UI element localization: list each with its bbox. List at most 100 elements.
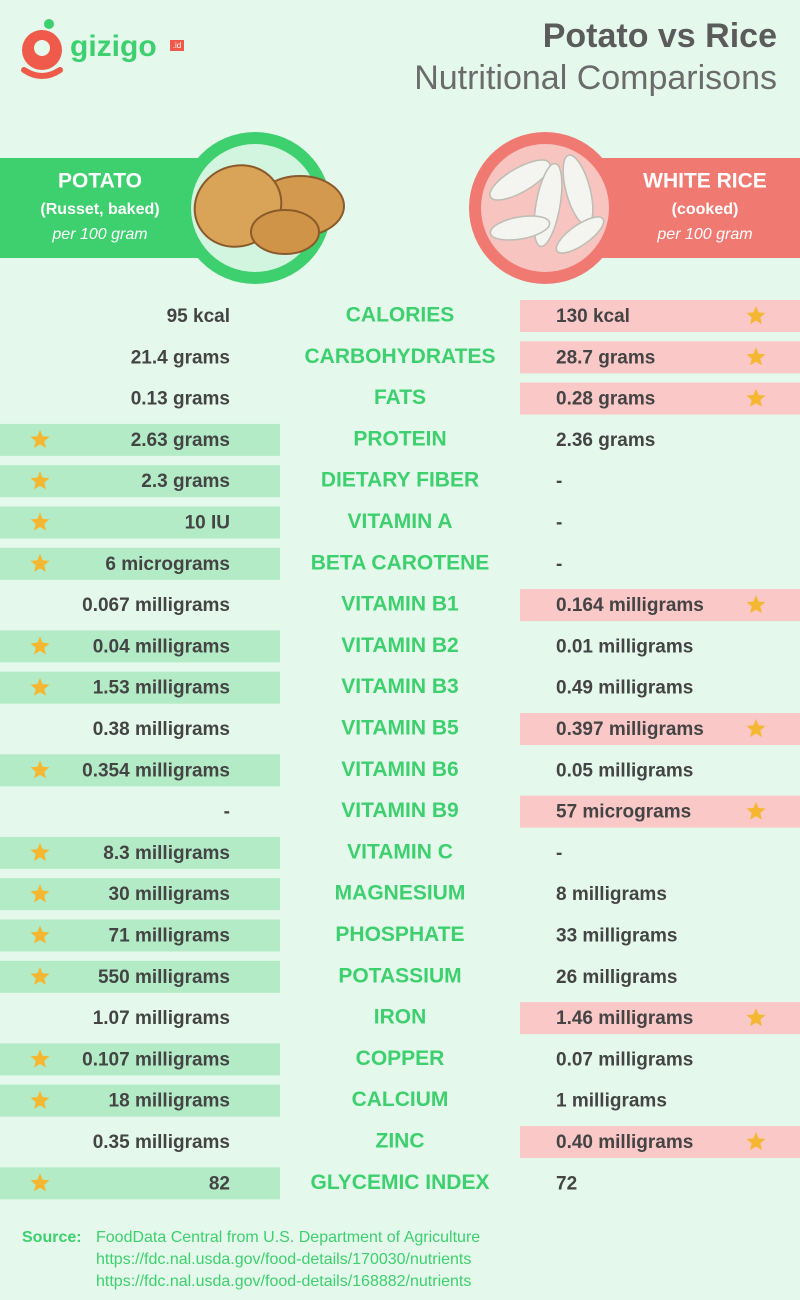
star (746, 719, 766, 738)
star (30, 512, 50, 531)
rice-value: 28.7 grams (556, 347, 655, 368)
nutrient: MAGNESIUM (335, 882, 466, 905)
rice-value: 1 milligrams (556, 1091, 667, 1112)
potato-highlight (0, 878, 280, 911)
nutrient: DIETARY FIBER (321, 469, 479, 492)
potato-value: 0.067 milligrams (82, 595, 230, 616)
potato-highlight (0, 547, 280, 580)
rice-value: 8 milligrams (556, 884, 667, 905)
nutrient: CALORIES (346, 304, 455, 327)
nutrient: POTASSIUM (338, 964, 461, 987)
star (746, 1132, 766, 1151)
potato-value: 18 milligrams (109, 1091, 230, 1112)
star (30, 884, 50, 903)
potato-value: 0.107 milligrams (82, 1049, 230, 1070)
source-line: https://fdc.nal.usda.gov/food-details/17… (96, 1251, 471, 1268)
rice-value: 0.01 milligrams (556, 636, 693, 657)
star (30, 1049, 50, 1068)
nutrient: IRON (374, 1006, 427, 1029)
rice-value: 130 kcal (556, 306, 630, 327)
potato-value: 2.3 grams (141, 471, 230, 492)
potato-highlight (0, 1167, 280, 1200)
brand-suffix: .id (173, 41, 181, 50)
potato-value: 0.38 milligrams (93, 719, 230, 740)
rice-value: 57 micrograms (556, 802, 691, 823)
rice-detail: (cooked) (672, 201, 739, 218)
nutrient: FATS (374, 386, 426, 409)
potato-highlight (0, 423, 280, 456)
star (30, 1090, 50, 1109)
rice-value: 72 (556, 1173, 577, 1194)
star (30, 1173, 50, 1192)
nutrient: COPPER (356, 1047, 445, 1070)
potato-value: 82 (209, 1173, 230, 1194)
rice-value: 33 milligrams (556, 926, 677, 947)
potato-value: 21.4 grams (131, 347, 230, 368)
rice-value: 0.397 milligrams (556, 719, 704, 740)
nutrient: ZINC (376, 1130, 425, 1153)
star (30, 966, 50, 985)
potato-value: 1.53 milligrams (93, 678, 230, 699)
potato-value: - (224, 802, 230, 823)
star (30, 429, 50, 448)
rice-value: 0.49 milligrams (556, 678, 693, 699)
star (30, 553, 50, 572)
brand-badge (170, 40, 184, 51)
potato-illustration (193, 164, 345, 255)
potato-highlight (0, 960, 280, 993)
rice-value: 0.28 grams (556, 389, 655, 410)
potato-value: 71 milligrams (109, 926, 230, 947)
subtitle: Nutritional Comparisons (414, 59, 777, 97)
nutrient: BETA CAROTENE (311, 551, 490, 574)
potato-highlight (0, 630, 280, 663)
star (746, 388, 766, 407)
potato-highlight (0, 671, 280, 704)
potato-highlight (0, 465, 280, 498)
potato-highlight (0, 919, 280, 952)
rice-value: 0.164 milligrams (556, 595, 704, 616)
potato-value: 2.63 grams (131, 430, 230, 451)
potato-unit: per 100 gram (51, 226, 147, 243)
nutrient: VITAMIN B9 (341, 799, 458, 822)
potato-value: 0.04 milligrams (93, 636, 230, 657)
nutrient: VITAMIN B2 (341, 634, 458, 657)
potato-value: 8.3 milligrams (103, 843, 230, 864)
rice-value: 1.46 milligrams (556, 1008, 693, 1029)
source-line: https://fdc.nal.usda.gov/food-details/16… (96, 1273, 471, 1290)
source-line: FoodData Central from U.S. Department of… (96, 1229, 480, 1246)
nutrient: PROTEIN (353, 427, 446, 450)
rice-value: 0.05 milligrams (556, 760, 693, 781)
potato-detail: (Russet, baked) (40, 201, 159, 218)
nutrient: GLYCEMIC INDEX (311, 1171, 490, 1194)
nutrient: VITAMIN C (347, 840, 453, 863)
nutrient: CARBOHYDRATES (305, 345, 496, 368)
potato-value: 0.35 milligrams (93, 1132, 230, 1153)
nutrient: VITAMIN B3 (341, 675, 458, 698)
title: Potato vs Rice (543, 17, 777, 55)
potato-highlight (0, 506, 280, 539)
nutrient: VITAMIN A (348, 510, 453, 533)
potato-highlight (0, 1084, 280, 1117)
star (30, 760, 50, 779)
potato-value: 0.354 milligrams (82, 760, 230, 781)
rice-value: - (556, 554, 562, 575)
potato-highlight (0, 836, 280, 869)
rice-value: - (556, 471, 562, 492)
nutrient: VITAMIN B6 (341, 758, 458, 781)
potato-highlight (0, 754, 280, 787)
rice-illustration (489, 154, 605, 254)
nutrient: CALCIUM (352, 1088, 449, 1111)
potato-highlight (0, 1043, 280, 1076)
potato-value: 0.13 grams (131, 389, 230, 410)
rice-value: - (556, 843, 562, 864)
rice-name: WHITE RICE (643, 170, 767, 193)
rice-value: 0.40 milligrams (556, 1132, 693, 1153)
potato-name: POTATO (58, 170, 142, 193)
star (30, 842, 50, 861)
star (30, 471, 50, 490)
potato-value: 6 micrograms (105, 554, 230, 575)
nutrient: PHOSPHATE (335, 923, 464, 946)
potato-value: 10 IU (185, 513, 230, 534)
nutrient: VITAMIN B1 (341, 593, 459, 616)
